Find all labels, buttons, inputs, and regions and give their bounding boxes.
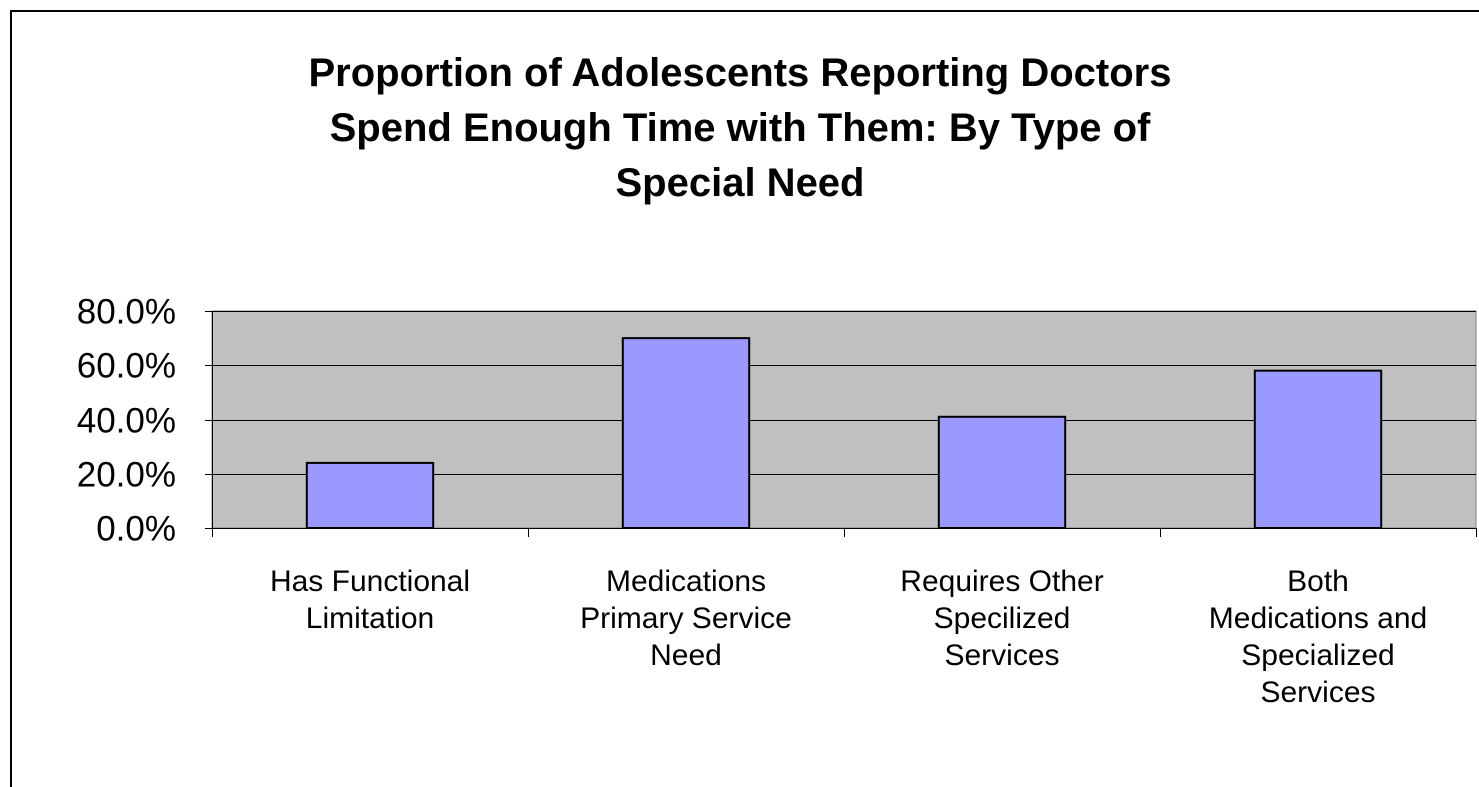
bar <box>1253 369 1383 529</box>
chart-title-line-1: Proportion of Adolescents Reporting Doct… <box>308 51 1172 95</box>
x-category-label: Has Functional Limitation <box>220 563 520 637</box>
bar <box>621 337 751 529</box>
x-category-label-line: Medications and <box>1208 602 1428 635</box>
x-category-label-line: Both <box>1287 565 1349 598</box>
y-tick-label: 60.0% <box>77 347 176 386</box>
y-tick-label: 40.0% <box>77 402 176 441</box>
x-category-label-line: Need <box>650 639 722 672</box>
y-tick-label: 20.0% <box>77 456 176 495</box>
x-category-label-line: Specialized <box>1241 639 1395 672</box>
x-category-label-line: Limitation <box>305 602 435 635</box>
chart-title: Proportion of Adolescents Reporting Doct… <box>10 46 1470 211</box>
x-category-label-line: Medications <box>605 565 767 598</box>
x-category-label: Requires Other Specilized Services <box>852 563 1152 674</box>
y-tick-label: 80.0% <box>77 293 176 332</box>
x-category-label-line: Services <box>944 639 1060 672</box>
x-category-label-line: Primary Service <box>580 602 792 635</box>
y-tick-label: 0.0% <box>96 510 176 549</box>
x-category-label-line: Specilized <box>933 602 1071 635</box>
x-category-label-line: Has Functional <box>269 565 471 598</box>
x-category-label-line: Services <box>1260 676 1376 709</box>
bar <box>937 415 1067 530</box>
chart-title-line-2: Spend Enough Time with Them: By Type of <box>329 106 1151 150</box>
bar <box>305 461 435 529</box>
chart-title-line-3: Special Need <box>615 161 865 205</box>
x-category-label: Medications Primary Service Need <box>536 563 836 674</box>
x-category-label-line: Requires Other <box>900 565 1104 598</box>
x-category-label: Both Medications and Specialized Services <box>1168 563 1468 711</box>
